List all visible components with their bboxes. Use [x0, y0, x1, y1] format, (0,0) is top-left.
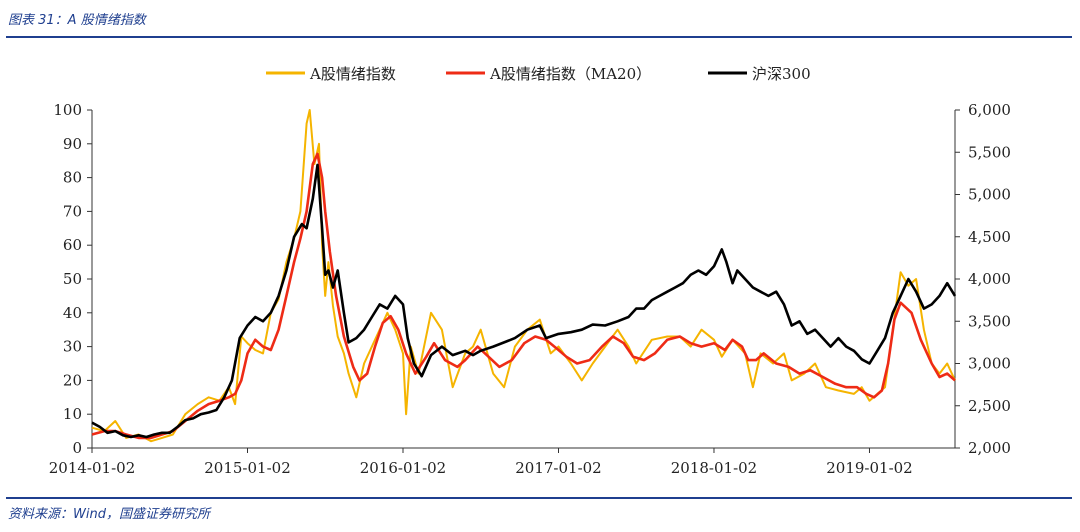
y-left-tick-label: 80	[63, 169, 82, 187]
y-left-tick-label: 50	[63, 270, 82, 288]
legend-ma20-label: A股情绪指数（MA20）	[489, 65, 651, 83]
axes: 0 10 20 30 40 50 60 70 80 90 100 2,000 2,500 3,000 3,5…	[49, 101, 1011, 477]
legend-sentiment-label: A股情绪指数	[309, 65, 396, 83]
figure-title: 图表 31：A 股情绪指数	[8, 13, 146, 28]
y-left-tick-label: 70	[63, 202, 82, 220]
y-left-tick-label: 90	[63, 135, 82, 153]
y-right-tick-label: 2,000	[968, 439, 1011, 457]
y-left-tick-label: 0	[72, 439, 82, 457]
y-right-tick-label: 4,500	[968, 228, 1011, 246]
y-right-tick-label: 5,000	[968, 186, 1011, 204]
top-rule	[6, 36, 1072, 38]
y-right-tick-label: 4,000	[968, 270, 1011, 288]
y-left-tick-label: 30	[63, 338, 82, 356]
y-left-tick-label: 10	[63, 405, 82, 423]
series-line-ma20	[91, 152, 956, 440]
x-tick-label: 2014-01-02	[49, 459, 135, 477]
y-left-tick-label: 40	[63, 304, 82, 322]
x-tick-label: 2017-01-02	[515, 459, 601, 477]
source-note: 资料来源：Wind，国盛证券研究所	[8, 507, 210, 522]
y-right-tick-label: 2,500	[968, 397, 1011, 415]
x-tick-label: 2015-01-02	[204, 459, 290, 477]
series-layer	[91, 109, 957, 443]
y-left-tick-label: 60	[63, 236, 82, 254]
y-right-tick-label: 3,000	[968, 355, 1011, 373]
legend: A股情绪指数 A股情绪指数（MA20） 沪深300	[266, 65, 811, 83]
y-right-tick-label: 3,500	[968, 312, 1011, 330]
bottom-rule	[6, 497, 1072, 499]
series-line-hs300	[91, 163, 957, 439]
y-right-tick-label: 5,500	[968, 143, 1011, 161]
x-tick-label: 2019-01-02	[826, 459, 912, 477]
y-left-tick-label: 100	[53, 101, 82, 119]
x-tick-label: 2016-01-02	[360, 459, 446, 477]
y-right-tick-label: 6,000	[968, 101, 1011, 119]
y-left-tick-label: 20	[63, 371, 82, 389]
x-tick-label: 2018-01-02	[671, 459, 757, 477]
series-line-sentiment	[91, 109, 956, 443]
legend-hs300-label: 沪深300	[752, 65, 811, 83]
